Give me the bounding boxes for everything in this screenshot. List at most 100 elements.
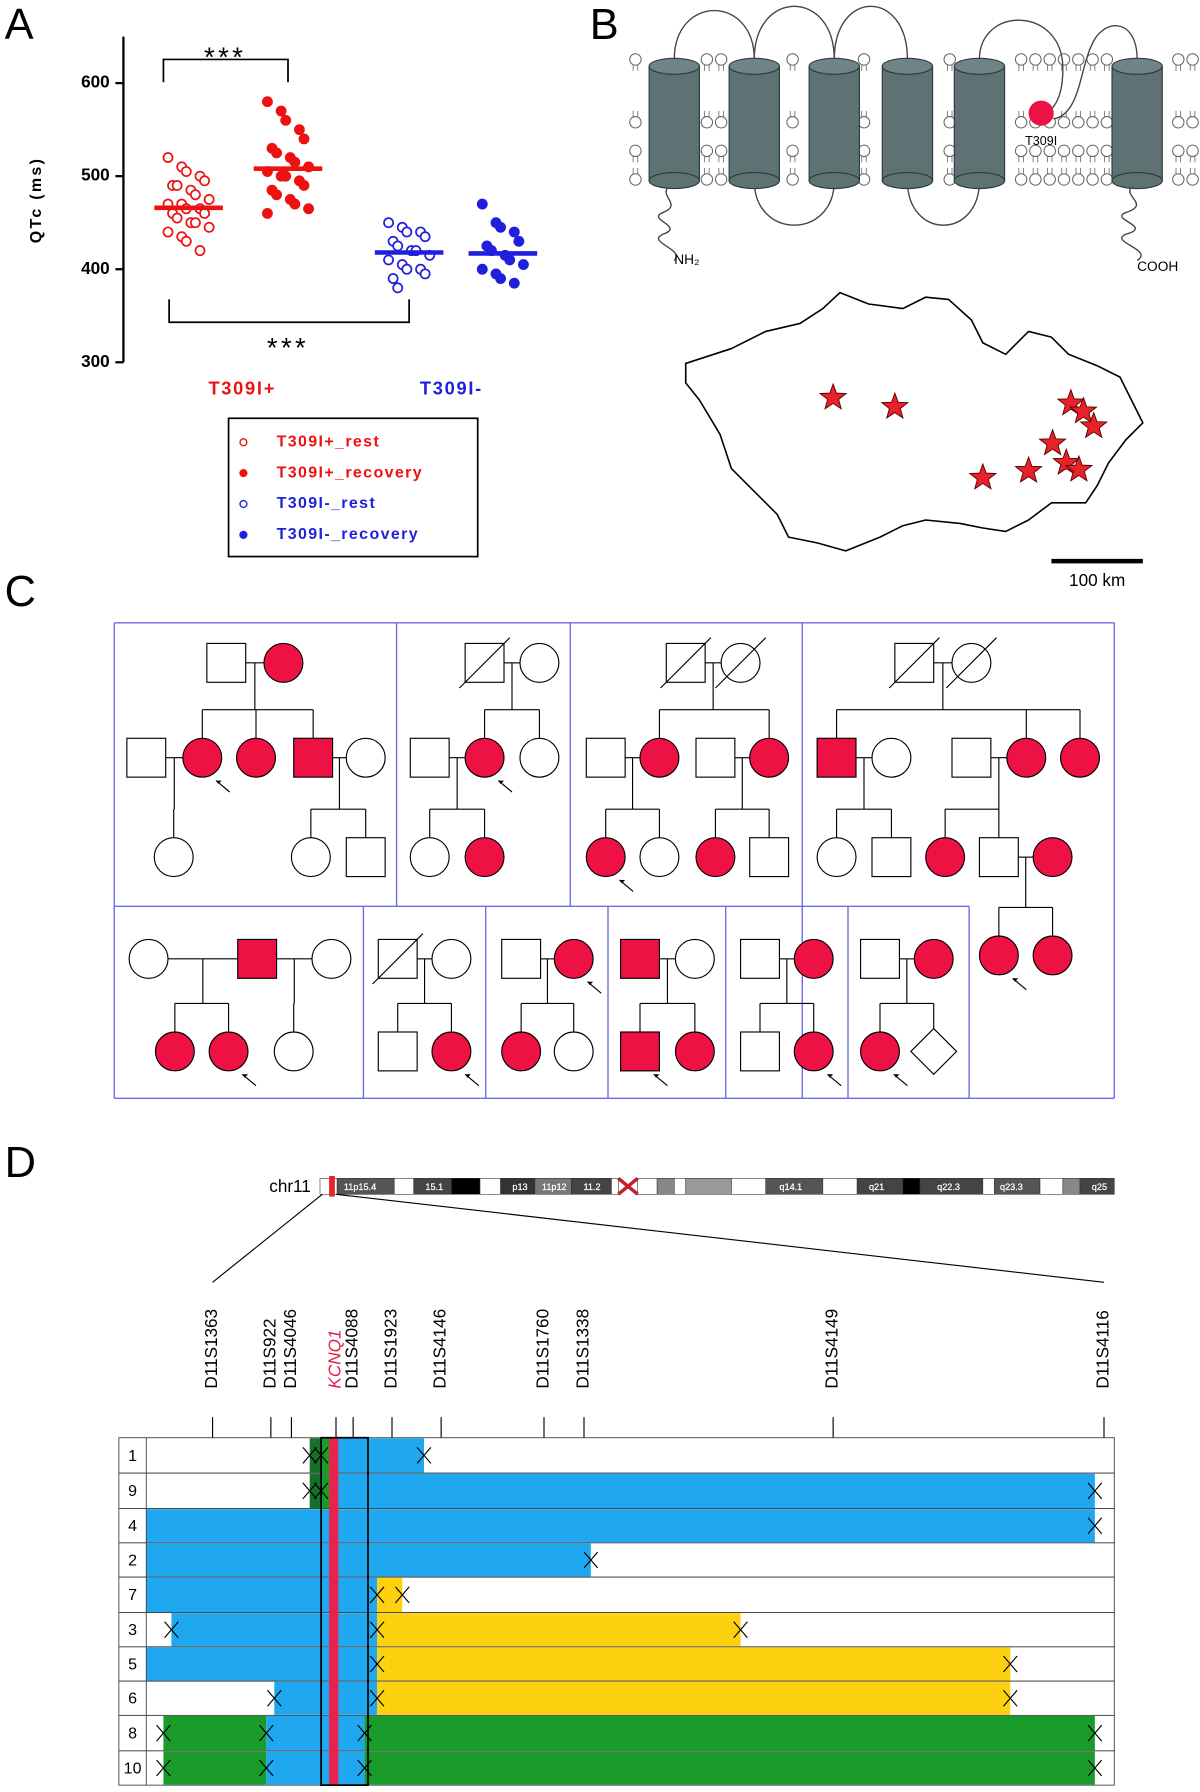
data-point bbox=[476, 263, 488, 275]
data-point bbox=[271, 147, 282, 159]
row-label: 3 bbox=[128, 1622, 137, 1639]
helix-top bbox=[728, 57, 780, 75]
lipid-head bbox=[1072, 53, 1085, 66]
haplotype-segment bbox=[330, 1438, 424, 1473]
data-point bbox=[419, 268, 431, 280]
band-label: 11.2 bbox=[583, 1182, 600, 1192]
lipid-head bbox=[786, 173, 799, 186]
row-label: 10 bbox=[124, 1760, 142, 1777]
lipid-head bbox=[1100, 173, 1114, 186]
pedigree-female bbox=[871, 737, 912, 778]
data-point bbox=[275, 105, 287, 117]
marker-label: D11S4116 bbox=[1093, 1310, 1113, 1388]
location-star bbox=[1056, 388, 1086, 416]
pedigree-female bbox=[674, 1031, 715, 1072]
transmembrane-helix bbox=[1111, 65, 1163, 182]
pedigree-male bbox=[237, 938, 278, 979]
pedigree-line bbox=[1002, 1689, 1018, 1707]
pedigree-female bbox=[816, 837, 857, 878]
data-point bbox=[199, 175, 210, 187]
pedigree-line bbox=[212, 1193, 323, 1283]
haplotype-segment bbox=[163, 1716, 267, 1751]
proband-arrow bbox=[242, 1074, 248, 1078]
data-point bbox=[392, 282, 404, 294]
pedigree-line bbox=[1002, 1655, 1018, 1673]
n-terminus-label: NH₂ bbox=[674, 252, 699, 267]
row-label: 6 bbox=[128, 1691, 137, 1708]
pedigree-male bbox=[740, 938, 780, 979]
pedigree-line bbox=[1087, 1517, 1103, 1535]
haplotype-segment bbox=[146, 1577, 378, 1612]
centromere bbox=[617, 1176, 639, 1196]
lipid-head bbox=[700, 173, 714, 186]
lipid-head bbox=[1057, 116, 1071, 129]
pedigree-line bbox=[583, 1551, 599, 1569]
haplotype-segment bbox=[146, 1509, 1095, 1543]
pedigree-female bbox=[860, 1031, 900, 1072]
marker-label: D11S1363 bbox=[201, 1309, 221, 1389]
helix-bottom bbox=[953, 171, 1006, 190]
pedigree-line bbox=[313, 1482, 329, 1500]
data-point bbox=[162, 152, 174, 163]
haplotype-segment bbox=[377, 1613, 741, 1647]
lipid-head bbox=[1014, 53, 1028, 66]
pedigree-male bbox=[951, 737, 992, 778]
data-point bbox=[518, 259, 529, 270]
lipid-head bbox=[1086, 53, 1099, 66]
row-label: 7 bbox=[128, 1587, 137, 1604]
helix-top bbox=[808, 57, 860, 75]
pedigree-female bbox=[263, 642, 304, 683]
proband-arrow bbox=[893, 1074, 900, 1078]
lipid-head bbox=[1100, 53, 1114, 66]
row-label: 8 bbox=[128, 1726, 137, 1743]
lipid-head bbox=[786, 116, 799, 129]
n-terminus bbox=[657, 182, 678, 262]
data-point bbox=[289, 156, 301, 168]
pedigree-male bbox=[345, 837, 386, 878]
legend-box bbox=[227, 417, 479, 558]
location-star bbox=[1051, 447, 1081, 476]
haplotype-segment bbox=[146, 1647, 378, 1681]
y-axis-label: QTc (ms) bbox=[28, 157, 45, 243]
helix-top bbox=[1111, 57, 1163, 75]
lipid-head bbox=[1086, 144, 1099, 158]
lipid-head bbox=[714, 173, 728, 186]
proband-arrow bbox=[465, 1074, 471, 1078]
pedigree-line bbox=[1087, 1724, 1103, 1742]
haplotype-segment bbox=[163, 1751, 267, 1785]
transmembrane-helix bbox=[881, 65, 934, 182]
haplotype-segment bbox=[377, 1577, 403, 1612]
chromosome-band bbox=[674, 1178, 686, 1195]
chromosome-band bbox=[731, 1178, 766, 1195]
pedigree-female bbox=[1032, 837, 1073, 878]
data-point bbox=[387, 273, 399, 284]
pedigree-male bbox=[409, 737, 450, 778]
lipid-head bbox=[1043, 173, 1056, 186]
pedigree-line bbox=[1087, 1482, 1103, 1500]
data-point bbox=[162, 226, 174, 238]
chromosome-band bbox=[822, 1178, 858, 1195]
proband-arrow bbox=[653, 1074, 660, 1078]
pedigree-line bbox=[369, 1621, 385, 1639]
chromosome-band bbox=[656, 1178, 675, 1195]
data-point bbox=[476, 198, 488, 210]
lipid-head bbox=[629, 116, 642, 129]
pedigree-female bbox=[793, 1031, 834, 1072]
proband-arrow bbox=[619, 880, 626, 884]
band-label: 11p15.4 bbox=[344, 1182, 376, 1192]
lipid-head bbox=[1043, 53, 1056, 66]
country-outline bbox=[684, 291, 1144, 552]
lipid-head bbox=[1172, 116, 1185, 129]
kcnq1-locus bbox=[329, 1176, 335, 1197]
category-label: T309I+ bbox=[208, 378, 276, 399]
pedigree-female bbox=[695, 837, 736, 878]
pedigree-line bbox=[357, 1759, 372, 1777]
pedigree-female bbox=[409, 837, 450, 878]
protein-loop bbox=[673, 10, 755, 60]
protein-loop bbox=[753, 180, 835, 226]
pedigree-female bbox=[273, 1031, 314, 1072]
lipid-head bbox=[1029, 144, 1042, 158]
pedigree-line bbox=[258, 1759, 274, 1777]
helix-bottom bbox=[881, 171, 934, 190]
